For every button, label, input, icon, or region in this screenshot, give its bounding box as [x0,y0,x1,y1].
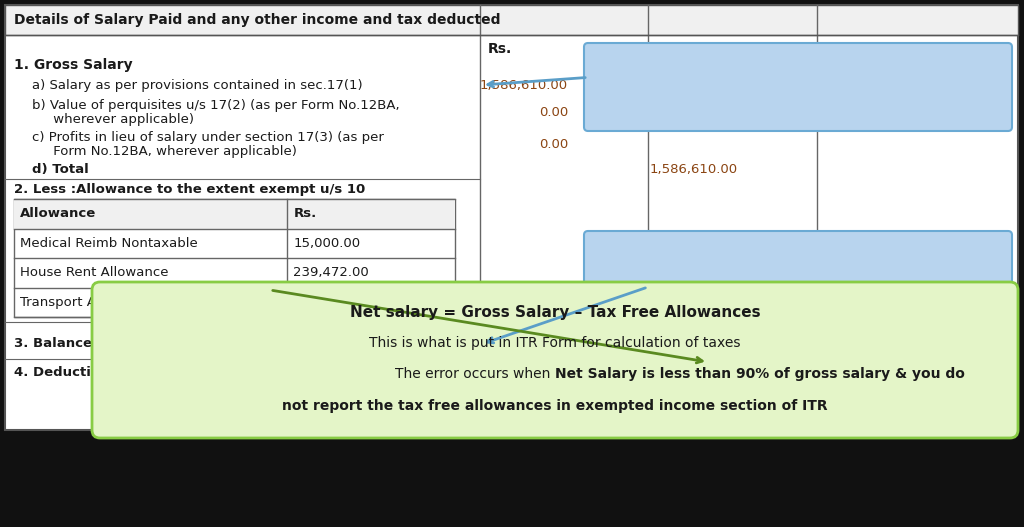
Text: Tax Free Allowances: Tax Free Allowances [703,252,893,270]
Text: Rs.: Rs. [488,42,512,56]
Text: House Rent Allowance: House Rent Allowance [20,266,169,279]
Text: 1,586,610.00: 1,586,610.00 [650,162,738,175]
Text: This is what is put in ITR Form for calculation of taxes: This is what is put in ITR Form for calc… [370,336,740,350]
Text: 239,472.00: 239,472.00 [294,266,370,279]
Text: 3. Balance(1-2): 3. Balance(1-2) [14,337,128,350]
Text: Allowance: Allowance [20,207,96,220]
FancyBboxPatch shape [584,43,1012,131]
Text: Transport Allowance: Transport Allowance [20,296,155,309]
Text: 15,000.00: 15,000.00 [294,237,360,250]
Text: 2. Less :Allowance to the extent exempt u/s 10: 2. Less :Allowance to the extent exempt … [14,182,366,196]
Text: a) Salary as per provisions contained in sec.17(1): a) Salary as per provisions contained in… [32,79,362,92]
FancyBboxPatch shape [14,199,455,229]
Text: Rs.: Rs. [656,42,680,56]
Text: Details of Salary Paid and any other income and tax deducted: Details of Salary Paid and any other inc… [14,13,501,27]
Text: 0.00: 0.00 [539,105,568,119]
Text: Rs.: Rs. [825,42,849,56]
Text: Rs.: Rs. [294,207,316,220]
Text: Medical Reimb Nontaxable: Medical Reimb Nontaxable [20,237,198,250]
Text: 0.00: 0.00 [539,139,568,151]
FancyBboxPatch shape [5,5,1018,430]
Text: not report the tax free allowances in exempted income section of ITR: not report the tax free allowances in ex… [283,399,827,413]
FancyBboxPatch shape [14,199,455,317]
Text: The error occurs when: The error occurs when [395,367,555,381]
Text: 19,200.00: 19,200.00 [294,296,360,309]
Text: Net salary = Gross Salary – Tax Free Allowances: Net salary = Gross Salary – Tax Free All… [349,305,760,320]
Text: Form No.12BA, wherever applicable): Form No.12BA, wherever applicable) [32,145,297,159]
FancyBboxPatch shape [5,5,1018,35]
Text: reported in Form 26AS: reported in Form 26AS [695,97,901,112]
Text: b) Value of perquisites u/s 17(2) (as per Form No.12BA,: b) Value of perquisites u/s 17(2) (as pe… [32,99,399,112]
Text: 273,672.00: 273,672.00 [493,337,568,350]
Text: 1,586,610.00: 1,586,610.00 [480,79,568,92]
Text: wherever applicable): wherever applicable) [32,113,194,126]
Text: 1,312,938.00: 1,312,938.00 [649,356,738,368]
Text: d) Total: d) Total [32,162,89,175]
Text: Net Salary is less than 90% of gross salary & you do: Net Salary is less than 90% of gross sal… [555,367,965,381]
FancyBboxPatch shape [92,282,1018,438]
Text: 1. Gross Salary: 1. Gross Salary [14,58,133,72]
Text: Gross Salary – This is what is: Gross Salary – This is what is [667,67,929,83]
Text: c) Profits in lieu of salary under section 17(3) (as per: c) Profits in lieu of salary under secti… [32,131,384,143]
Text: 4. Deductions :: 4. Deductions : [14,366,127,378]
FancyBboxPatch shape [584,231,1012,291]
